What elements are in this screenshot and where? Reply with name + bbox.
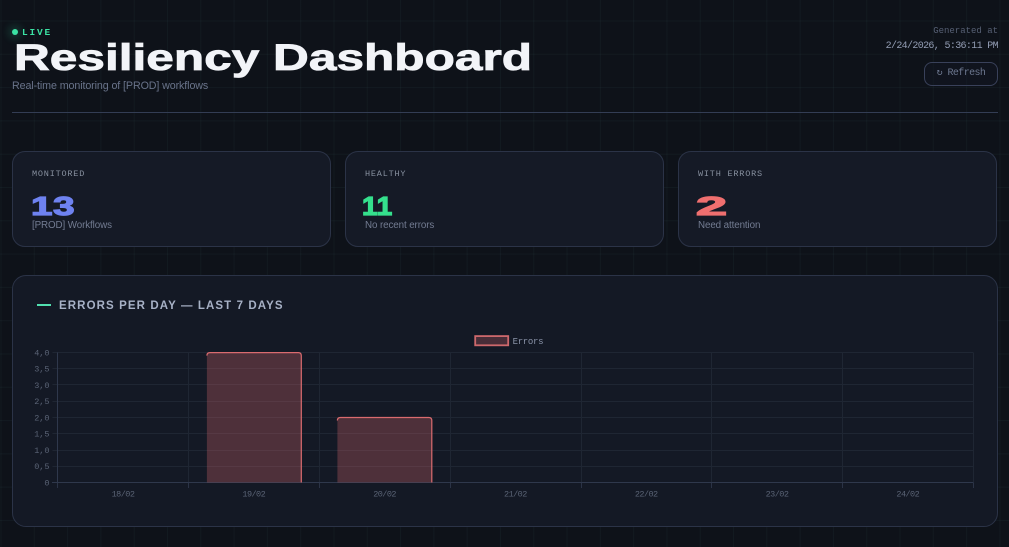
svg-text:2,0: 2,0 — [34, 414, 49, 424]
svg-text:3,5: 3,5 — [34, 365, 49, 375]
svg-text:2,5: 2,5 — [34, 397, 49, 407]
svg-text:23/02: 23/02 — [766, 490, 789, 500]
svg-text:24/02: 24/02 — [896, 490, 919, 500]
svg-text:19/02: 19/02 — [242, 490, 265, 500]
svg-text:0: 0 — [44, 479, 49, 489]
svg-text:3,0: 3,0 — [34, 381, 49, 391]
svg-text:1,0: 1,0 — [34, 446, 49, 456]
svg-text:18/02: 18/02 — [112, 490, 135, 500]
svg-text:Errors: Errors — [513, 337, 544, 347]
svg-text:22/02: 22/02 — [635, 490, 658, 500]
svg-text:4,0: 4,0 — [34, 349, 49, 359]
svg-text:21/02: 21/02 — [504, 490, 527, 500]
svg-text:1,5: 1,5 — [34, 430, 49, 440]
svg-text:0,5: 0,5 — [34, 462, 49, 472]
svg-text:20/02: 20/02 — [373, 490, 396, 500]
